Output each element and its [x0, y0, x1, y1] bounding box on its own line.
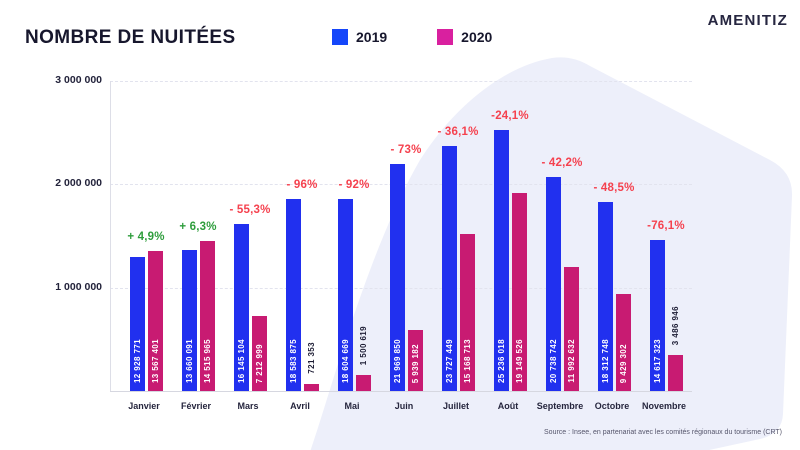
bar-2019-novembre — [650, 239, 665, 391]
bar-value-2020-aout: 19 149 526 — [515, 338, 524, 383]
bar-2019-janvier — [130, 257, 145, 391]
legend-label-2019: 2019 — [356, 29, 388, 45]
source-note: Source : Insee, en partenariat avec les … — [544, 429, 782, 436]
y-axis-tick: 2 000 000 — [55, 177, 102, 190]
bar-value-2020-janvier: 13 567 401 — [151, 338, 160, 383]
percent-change-fevrier: + 6,3% — [179, 221, 217, 234]
percent-change-mars: - 55,3% — [229, 204, 271, 217]
percent-change-novembre: -76,1% — [647, 219, 685, 232]
x-axis-label-juillet: Juillet — [442, 401, 469, 411]
bar-2019-septembre — [546, 176, 561, 391]
x-axis-label-janvier: Janvier — [128, 401, 160, 411]
bar-value-2019-mars: 16 145 104 — [237, 338, 246, 383]
percent-change-juillet: - 36,1% — [437, 125, 479, 138]
bar-value-2020-avril: 721 353 — [307, 341, 316, 374]
x-axis-label-fevrier: Février — [180, 401, 212, 411]
bar-value-2019-novembre: 14 617 323 — [653, 338, 662, 383]
percent-change-mai: - 92% — [338, 178, 370, 191]
legend-label-2020: 2020 — [461, 29, 493, 45]
bar-value-2019-septembre: 20 738 742 — [549, 338, 558, 383]
bar-value-2019-avril: 18 583 875 — [289, 338, 298, 383]
y-axis-tick: 1 000 000 — [55, 280, 102, 293]
amenitiz-logo: AMENITIZ — [707, 12, 788, 29]
bar-value-2020-mai: 1 500 619 — [359, 326, 368, 366]
bar-value-2019-mai: 18 604 669 — [341, 338, 350, 383]
bar-value-2019-juillet: 23 727 449 — [445, 338, 454, 383]
bar-value-2020-fevrier: 14 515 965 — [203, 338, 212, 383]
bar-2019-juin — [390, 163, 405, 391]
bar-2020-mai — [356, 375, 371, 391]
gridline-3000000 — [110, 81, 692, 82]
bar-2020-octobre — [616, 293, 631, 391]
bar-2019-mars — [234, 224, 249, 391]
bar-2020-janvier — [148, 250, 163, 391]
y-axis-line — [110, 81, 111, 391]
percent-change-janvier: + 4,9% — [127, 230, 165, 243]
bar-2020-novembre — [668, 354, 683, 391]
x-axis-label-juin: Juin — [394, 401, 414, 411]
bar-value-2019-octobre: 18 312 748 — [601, 338, 610, 383]
bar-2020-fevrier — [200, 241, 215, 391]
legend-swatch-2020 — [437, 29, 454, 45]
y-axis-tick: 3 000 000 — [55, 74, 102, 86]
x-axis-line — [110, 391, 692, 392]
page-title: NOMBRE DE NUITÉES — [25, 27, 236, 48]
x-axis-label-avril: Avril — [290, 401, 310, 411]
bar-value-2019-fevrier: 13 660 091 — [185, 338, 194, 383]
bar-value-2019-janvier: 12 928 771 — [133, 338, 142, 383]
bar-2020-aout — [512, 193, 527, 391]
bar-2019-juillet — [442, 145, 457, 391]
bar-2019-octobre — [598, 201, 613, 391]
percent-change-octobre: - 48,5% — [593, 181, 635, 194]
bar-2020-juin — [408, 329, 423, 391]
bar-2019-fevrier — [182, 249, 197, 391]
bar-value-2019-juin: 21 969 850 — [393, 338, 402, 383]
bar-2019-aout — [494, 130, 509, 391]
x-axis-label-aout: Août — [497, 401, 519, 411]
percent-change-avril: - 96% — [286, 178, 318, 191]
x-axis-label-septembre: Septembre — [536, 401, 584, 411]
x-axis-label-octobre: Octobre — [594, 401, 630, 411]
bar-value-2020-mars: 7 212 999 — [255, 343, 264, 383]
bar-value-2020-octobre: 9 429 302 — [619, 343, 628, 383]
percent-change-septembre: - 42,2% — [541, 156, 583, 169]
percent-change-juin: - 73% — [390, 143, 422, 156]
x-axis-label-novembre: Novembre — [641, 401, 686, 411]
chart-legend: 2019 2020 — [332, 29, 534, 45]
bar-2020-avril — [304, 383, 319, 391]
bar-2019-avril — [286, 198, 301, 391]
bar-2020-septembre — [564, 267, 579, 391]
x-axis-label-mai: Mai — [344, 401, 360, 411]
bar-2020-juillet — [460, 234, 475, 391]
x-axis-label-mars: Mars — [237, 401, 259, 411]
percent-change-aout: -24,1% — [491, 110, 529, 123]
bar-value-2020-juillet: 15 168 713 — [463, 338, 472, 383]
legend-swatch-2019 — [332, 29, 348, 45]
bar-value-2020-juin: 5 939 182 — [411, 343, 420, 383]
bar-value-2020-novembre: 3 486 946 — [671, 305, 680, 345]
bar-2019-mai — [338, 198, 353, 391]
bar-value-2020-septembre: 11 992 632 — [567, 339, 576, 383]
bar-2020-mars — [252, 316, 267, 391]
bar-value-2019-aout: 25 236 018 — [497, 338, 506, 383]
